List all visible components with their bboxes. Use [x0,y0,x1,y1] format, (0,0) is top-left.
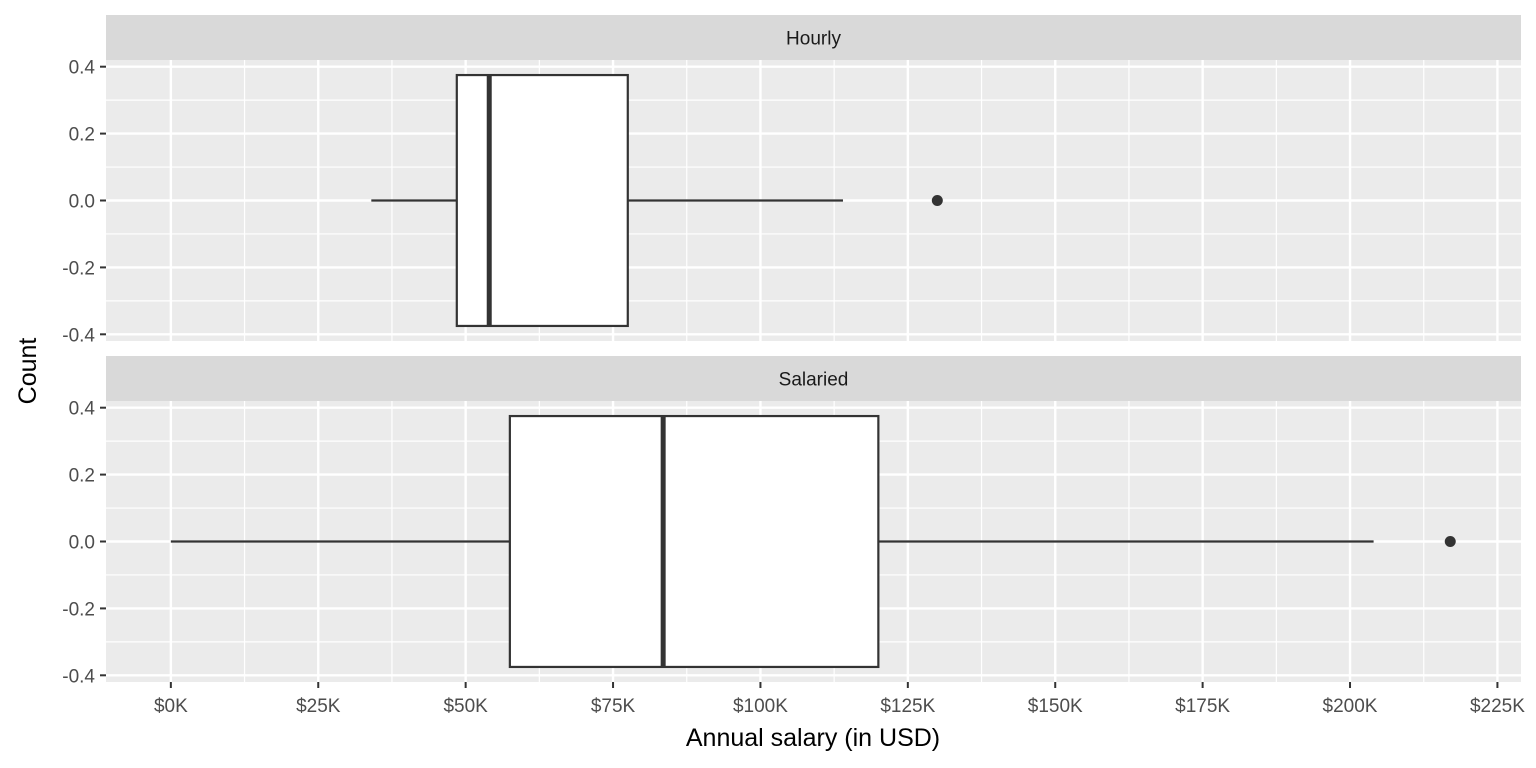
x-axis: $0K $25K $50K $75K $100K $125K $150K $175K $200K… [154,682,1525,717]
y-axis-title: Count [14,338,42,405]
y-tick-label: 0.2 [69,466,95,487]
x-tick-label: $75K [591,696,636,717]
y-tick-label: -0.4 [62,666,95,687]
y-tick-label: -0.4 [62,325,95,346]
x-tick-label: $25K [296,696,341,717]
outlier-point [931,195,943,206]
y-tick-label: 0.2 [69,125,95,146]
facet-panel-hourly: Hourly 0.4 0.2 0.0 -0.2 -0.4 [62,15,1521,346]
x-tick-label: $175K [1175,696,1230,717]
y-tick-label: 0.0 [69,192,95,213]
y-tick-label: -0.2 [62,258,95,279]
x-tick-label: $0K [154,696,188,717]
facet-strip-label: Hourly [786,29,841,50]
y-tick-label: 0.4 [69,399,96,420]
x-tick-label: $125K [880,696,935,717]
facet-strip-label: Salaried [779,370,849,391]
x-tick-label: $200K [1323,696,1378,717]
x-tick-label: $50K [443,696,488,717]
facet-strip [106,356,1521,401]
x-tick-label: $225K [1470,696,1525,717]
facet-panel-salaried: Salaried 0.4 0.2 0.0 -0.2 -0.4 [62,356,1521,687]
iqr-box [455,73,629,328]
y-tick-label: -0.2 [62,599,95,620]
outlier-point [1444,536,1456,547]
x-axis-title: Annual salary (in USD) [686,724,940,752]
x-tick-label: $150K [1028,696,1083,717]
y-tick-label: 0.4 [69,58,96,79]
iqr-box [508,414,880,669]
x-tick-label: $100K [733,696,788,717]
facet-strip [106,15,1521,60]
facet-panels: Hourly 0.4 0.2 0.0 -0.2 -0.4 Salaried 0.4 0.2 0.0… [62,15,1521,687]
y-tick-label: 0.0 [69,533,95,554]
